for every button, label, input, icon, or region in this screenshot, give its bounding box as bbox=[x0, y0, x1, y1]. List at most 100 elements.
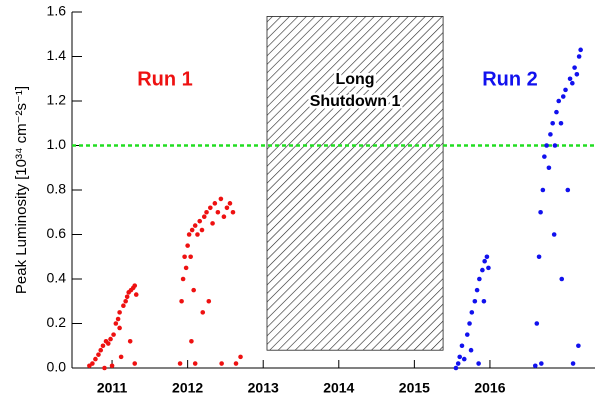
data-point bbox=[124, 294, 130, 300]
data-point bbox=[570, 80, 575, 86]
data-point bbox=[474, 287, 480, 293]
data-point bbox=[189, 227, 195, 233]
data-point bbox=[127, 339, 133, 344]
data-point bbox=[486, 265, 491, 271]
data-point bbox=[115, 316, 121, 322]
data-point bbox=[484, 254, 490, 260]
data-point bbox=[567, 76, 573, 82]
series-label: Run 2 bbox=[482, 68, 538, 90]
data-point bbox=[539, 361, 544, 366]
data-point bbox=[238, 354, 243, 360]
data-point bbox=[183, 265, 189, 271]
shutdown-region bbox=[266, 16, 444, 351]
data-point bbox=[233, 361, 239, 366]
data-point bbox=[197, 218, 203, 224]
data-point bbox=[206, 298, 212, 304]
y-tick-label: 1.0 bbox=[47, 136, 67, 152]
data-point bbox=[536, 254, 542, 260]
data-point bbox=[117, 325, 122, 331]
data-point bbox=[108, 336, 113, 342]
data-point bbox=[212, 201, 218, 206]
data-point bbox=[544, 143, 549, 148]
data-point bbox=[118, 354, 124, 360]
y-tick-label: 0.6 bbox=[47, 225, 67, 241]
data-point bbox=[551, 232, 557, 237]
data-point bbox=[210, 221, 215, 226]
x-tick-label: 2014 bbox=[323, 380, 354, 396]
data-point bbox=[191, 287, 196, 293]
data-point bbox=[453, 365, 459, 371]
data-point bbox=[182, 254, 187, 260]
data-point bbox=[459, 343, 465, 349]
data-point bbox=[133, 292, 139, 297]
data-point bbox=[200, 310, 206, 315]
data-point bbox=[574, 72, 580, 77]
x-tick-label: 2011 bbox=[97, 380, 128, 396]
data-point bbox=[480, 267, 485, 273]
data-point bbox=[201, 214, 207, 219]
data-point bbox=[132, 361, 138, 366]
x-tick-label: 2015 bbox=[399, 380, 430, 396]
data-point bbox=[550, 120, 555, 126]
data-point bbox=[534, 321, 540, 326]
data-point bbox=[468, 347, 474, 353]
data-point bbox=[180, 276, 186, 282]
y-tick-label: 1.2 bbox=[47, 92, 67, 108]
data-point bbox=[192, 361, 198, 366]
data-point bbox=[548, 132, 553, 137]
y-tick-label: 0.4 bbox=[47, 270, 67, 286]
data-point bbox=[556, 98, 562, 104]
y-axis-label: Peak Luminosity [10³⁴ cm⁻²s⁻¹] bbox=[13, 86, 30, 294]
data-point bbox=[457, 354, 463, 360]
data-point bbox=[208, 205, 213, 211]
data-point bbox=[188, 254, 193, 260]
data-point bbox=[186, 232, 192, 237]
y-tick-label: 0.0 bbox=[47, 359, 67, 375]
data-point bbox=[177, 361, 183, 366]
data-point bbox=[227, 201, 233, 206]
data-point bbox=[572, 65, 577, 70]
data-point bbox=[113, 321, 119, 326]
y-tick-label: 1.6 bbox=[47, 3, 67, 19]
data-point bbox=[482, 258, 487, 264]
data-point bbox=[105, 341, 111, 346]
data-point bbox=[121, 303, 126, 309]
data-point bbox=[461, 356, 467, 362]
data-point bbox=[215, 209, 221, 215]
y-tick-label: 0.8 bbox=[47, 181, 67, 197]
data-point bbox=[467, 321, 472, 326]
data-point bbox=[532, 363, 538, 369]
x-tick-label: 2013 bbox=[248, 380, 279, 396]
data-point bbox=[192, 223, 198, 228]
data-point bbox=[552, 143, 558, 148]
data-point bbox=[559, 276, 565, 282]
data-point bbox=[230, 209, 236, 215]
data-point bbox=[132, 283, 138, 288]
data-point bbox=[538, 209, 543, 215]
data-point bbox=[109, 363, 115, 369]
data-point bbox=[218, 196, 224, 202]
data-point bbox=[455, 361, 461, 366]
data-point bbox=[195, 232, 200, 237]
data-point bbox=[123, 298, 128, 304]
data-point bbox=[476, 361, 481, 366]
data-point bbox=[111, 332, 116, 337]
data-point bbox=[546, 165, 552, 171]
data-point bbox=[481, 298, 487, 304]
x-tick-label: 2012 bbox=[172, 380, 203, 396]
shutdown-label: Long bbox=[335, 71, 374, 88]
data-point bbox=[464, 332, 470, 337]
data-point bbox=[472, 298, 478, 304]
data-point bbox=[540, 187, 546, 193]
data-point bbox=[100, 343, 106, 349]
data-point bbox=[224, 205, 230, 211]
data-point bbox=[185, 243, 190, 248]
y-tick-label: 1.4 bbox=[47, 47, 67, 63]
shutdown-label: Shutdown 1 bbox=[310, 93, 401, 110]
data-point bbox=[96, 352, 101, 357]
data-point bbox=[578, 47, 583, 53]
series-label: Run 1 bbox=[137, 68, 193, 90]
data-point bbox=[554, 109, 559, 115]
data-point bbox=[98, 347, 104, 353]
